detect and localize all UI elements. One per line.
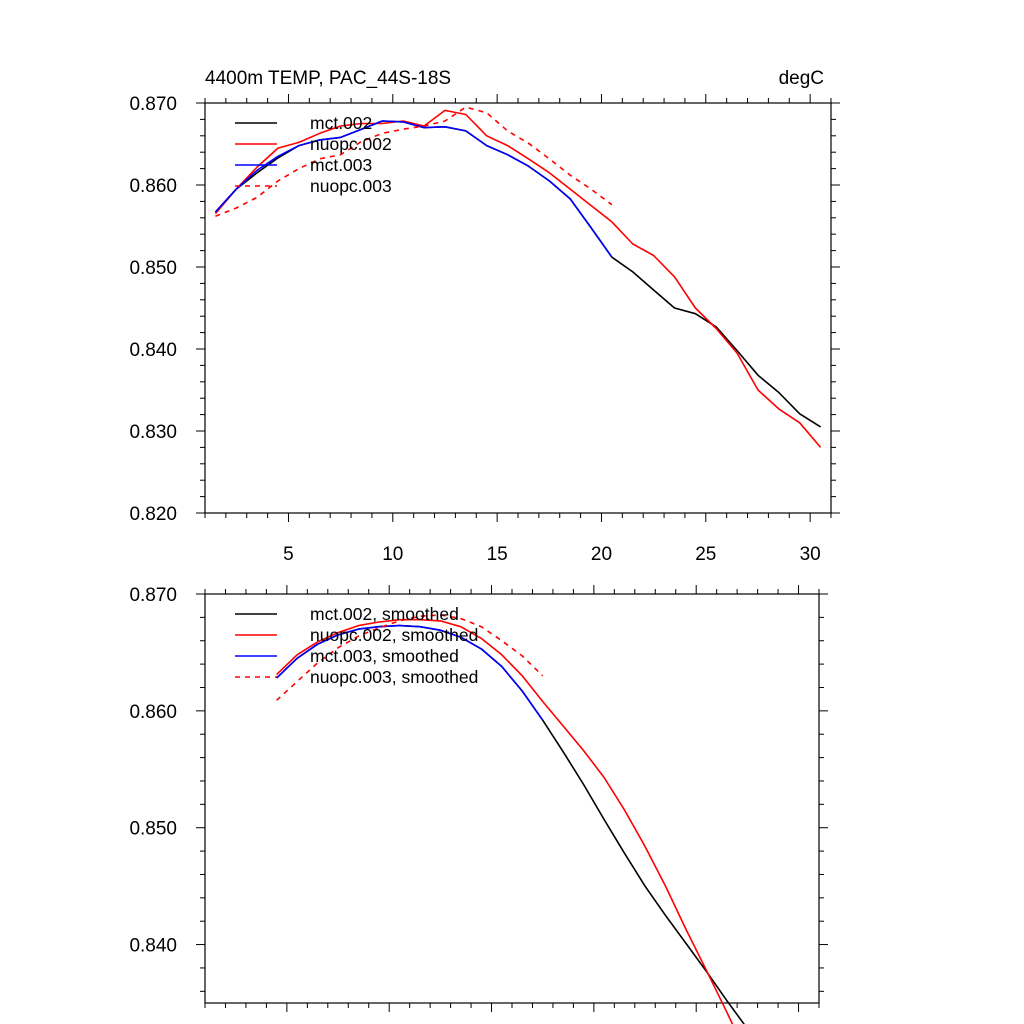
- x-tick-label: 15: [487, 544, 508, 565]
- y-tick-label: 0.870: [129, 94, 177, 115]
- series-line-mct-003-smoothed: [276, 624, 544, 721]
- y-tick-label: 0.840: [129, 340, 177, 361]
- legend-label-mct-002-smoothed: mct.002, smoothed: [310, 604, 459, 624]
- x-tick-label: 10: [382, 544, 403, 565]
- legend-label-mct-002: mct.002: [310, 113, 372, 133]
- x-tick-label: 5: [283, 544, 294, 565]
- top-panel: 5 10 15 20 25 30 0.820 0.830 0.840 0.850 0.860 0.87…: [129, 68, 840, 565]
- legend-label-nuopc-002-smoothed: nuopc.002, smoothed: [310, 625, 478, 645]
- y-tick-label: 0.820: [129, 504, 177, 525]
- legend-label-nuopc-003-smoothed: nuopc.003, smoothed: [310, 667, 478, 687]
- series-line-mct-003: [214, 120, 613, 258]
- plot-frame: [204, 102, 832, 514]
- units-label: degC: [779, 68, 824, 89]
- legend-label-mct-003: mct.003: [310, 155, 372, 175]
- series-line-nuopc-003: [215, 106, 613, 217]
- series-line-nuopc-002-smoothed: [276, 618, 734, 1024]
- chart-title: 4400m TEMP, PAC_44S-18S: [205, 68, 451, 89]
- y-tick-label: 0.850: [129, 258, 177, 279]
- y-tick-label: 0.850: [129, 819, 177, 840]
- x-tick-label: 30: [800, 544, 821, 565]
- x-tick-label: 20: [591, 544, 612, 565]
- series-line-mct-002: [214, 120, 822, 428]
- series-line-nuopc-002: [214, 109, 822, 448]
- y-tick-label: 0.840: [129, 936, 177, 957]
- legend-label-nuopc-003: nuopc.003: [310, 176, 392, 196]
- x-tick-label: 25: [695, 544, 716, 565]
- y-tick-label: 0.830: [129, 422, 177, 443]
- y-tick-label: 0.860: [129, 176, 177, 197]
- series-line-nuopc-003-smoothed: [276, 614, 544, 701]
- legend-label-mct-003-smoothed: mct.003, smoothed: [310, 646, 459, 666]
- y-tick-label: 0.860: [129, 702, 177, 723]
- legend-label-nuopc-002: nuopc.002: [310, 134, 392, 154]
- y-tick-label: 0.870: [129, 585, 177, 606]
